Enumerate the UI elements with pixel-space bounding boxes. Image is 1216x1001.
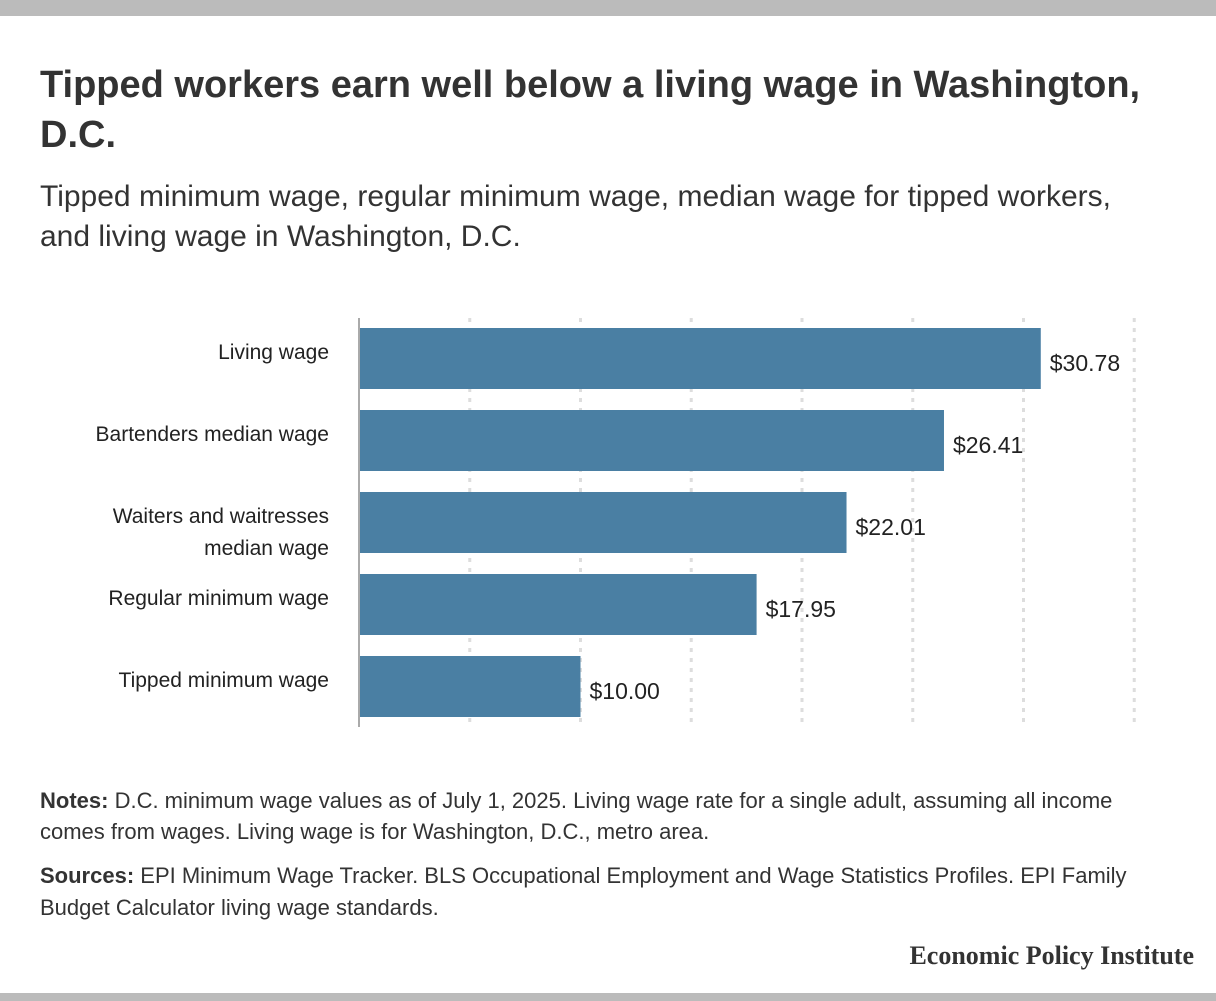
bar-chart-svg: Living wage Bartenders median wage Waiters… (96, 318, 1136, 727)
category-label-line: Tipped minimum wage (119, 669, 329, 692)
sources-text: EPI Minimum Wage Tracker. BLS Occupation… (40, 863, 1127, 920)
bar (359, 574, 757, 635)
notes-text: D.C. minimum wage values as of July 1, 2… (40, 788, 1113, 844)
category-label: Bartenders median wage (96, 423, 329, 446)
value-label: $10.00 (590, 678, 660, 704)
chart-sources: Sources: EPI Minimum Wage Tracker. BLS O… (40, 860, 1180, 924)
notes-label: Notes: (40, 788, 109, 813)
category-label-line: median wage (204, 537, 329, 560)
category-label: Regular minimum wage (108, 587, 329, 610)
category-label: Living wage (218, 341, 329, 364)
value-label: $26.41 (953, 432, 1023, 458)
bar (359, 328, 1041, 389)
bar (359, 656, 581, 717)
bars (359, 328, 1041, 717)
sources-label: Sources: (40, 863, 135, 888)
value-label: $30.78 (1050, 350, 1120, 376)
category-label-line: Bartenders median wage (96, 423, 329, 446)
top-border (0, 0, 1216, 16)
category-label: Waiters and waitresses median wage (113, 505, 329, 560)
chart-subtitle: Tipped minimum wage, regular minimum wag… (40, 180, 1112, 253)
category-labels: Living wage Bartenders median wage Waiters… (96, 341, 329, 692)
bottom-border (0, 993, 1216, 1001)
category-label-line: Living wage (218, 341, 329, 364)
bar (359, 492, 847, 553)
bar-chart: Living wage Bartenders median wage Waiters… (0, 300, 1216, 745)
bar (359, 410, 944, 471)
value-label: $17.95 (766, 596, 836, 622)
chart-title: Tipped workers earn well below a living … (40, 64, 1141, 156)
category-label-line: Waiters and waitresses (113, 505, 329, 528)
category-label-line: Regular minimum wage (108, 587, 329, 610)
publisher-logo: Economic Policy Institute (909, 941, 1194, 970)
value-labels: $30.78 $26.41 $22.01 $17.95 $10.00 (590, 350, 1121, 704)
value-label: $22.01 (856, 514, 926, 540)
chart-notes: Notes: D.C. minimum wage values as of Ju… (40, 785, 1180, 847)
category-label: Tipped minimum wage (119, 669, 329, 692)
